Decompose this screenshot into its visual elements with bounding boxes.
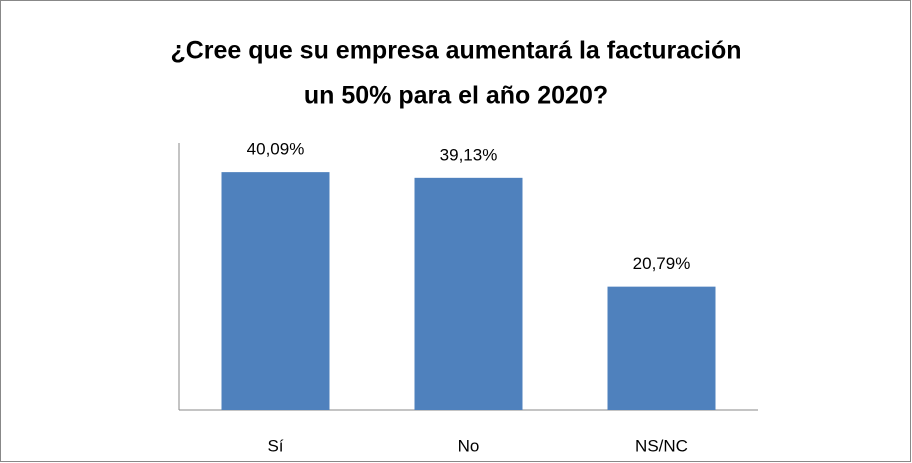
x-tick-label: No: [458, 436, 480, 455]
bar: [221, 172, 330, 410]
bar: [607, 286, 716, 410]
x-tick-label: NS/NC: [635, 436, 688, 455]
chart-title: un 50% para el año 2020?: [304, 82, 608, 110]
x-tick-label: Sí: [267, 436, 283, 455]
chart-title: ¿Cree que su empresa aumentará la factur…: [170, 37, 741, 65]
data-label: 39,13%: [440, 145, 498, 164]
bar: [414, 177, 523, 410]
data-label: 20,79%: [633, 254, 691, 273]
data-label: 40,09%: [247, 140, 305, 159]
